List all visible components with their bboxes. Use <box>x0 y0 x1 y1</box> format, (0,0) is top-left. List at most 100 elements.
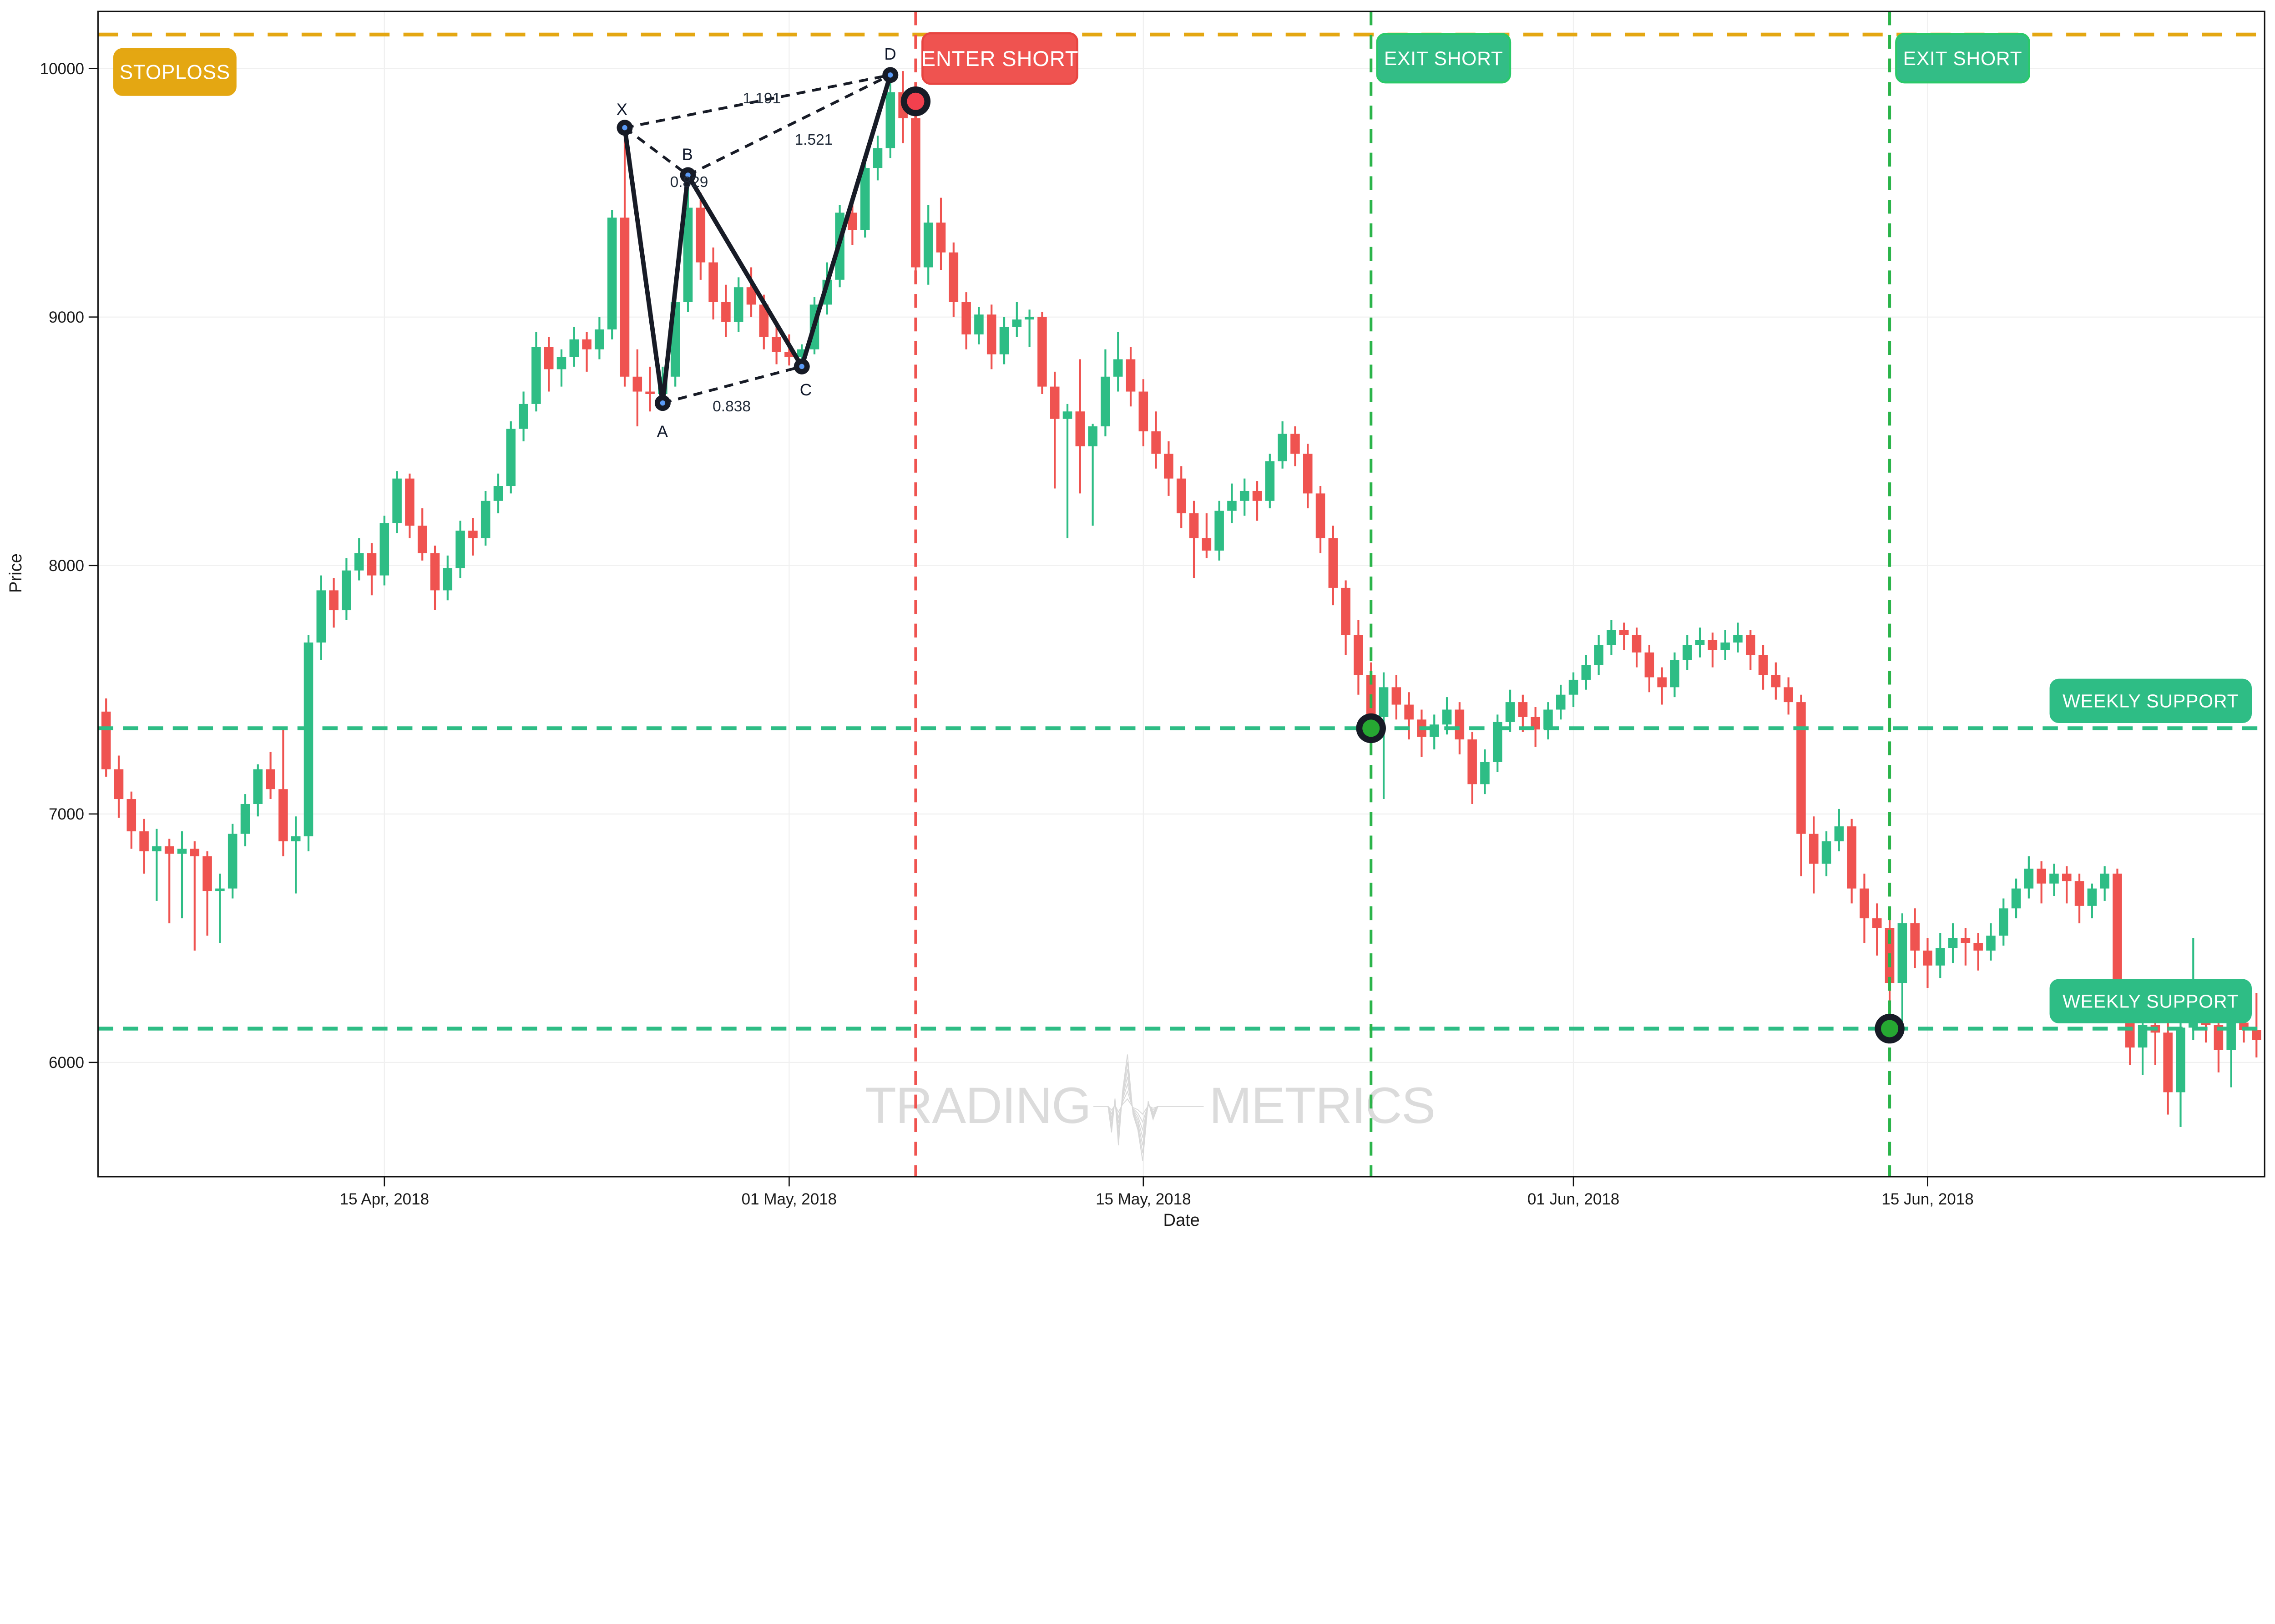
candle-body <box>721 302 731 322</box>
candle-body <box>708 262 718 302</box>
candle <box>367 543 377 596</box>
candle-body <box>1126 359 1136 392</box>
watermark-pulse-logo <box>1093 1090 1204 1123</box>
candle-body <box>2037 868 2046 884</box>
candle <box>1632 627 1642 668</box>
candle-body <box>1784 687 1793 703</box>
candle <box>1619 622 1629 650</box>
candle <box>240 794 250 846</box>
candle <box>1429 714 1439 749</box>
candle-body <box>1670 660 1679 688</box>
exit-short-label-2-box <box>1895 33 2030 84</box>
candle <box>544 337 554 392</box>
pattern-solid-path <box>622 72 893 405</box>
candle-body <box>1771 675 1781 688</box>
trade-markers <box>900 86 1905 1044</box>
pattern-letter-D: D <box>884 45 896 63</box>
candle <box>1670 652 1679 698</box>
candle-body <box>683 207 693 302</box>
candle <box>1860 873 1869 943</box>
candle-body <box>999 327 1009 354</box>
candle-body <box>114 769 124 799</box>
candle <box>316 575 326 660</box>
pattern-point-dot <box>622 125 627 131</box>
candle <box>1935 933 1945 978</box>
candle <box>1189 501 1199 578</box>
candle-body <box>1632 635 1642 653</box>
candle-body <box>1543 709 1553 730</box>
pattern-ratio-0.838: 0.838 <box>713 398 751 415</box>
candle <box>126 791 136 849</box>
candle-body <box>379 523 389 576</box>
candle-body <box>1265 461 1275 501</box>
plot-border <box>97 10 2265 1178</box>
candle <box>1923 938 1932 988</box>
candle <box>1758 645 1768 690</box>
candle-body <box>961 302 971 334</box>
candle <box>342 558 351 620</box>
candle <box>1796 694 1806 876</box>
candle-body <box>1062 411 1072 419</box>
candle-body <box>1303 454 1313 494</box>
candle-body <box>544 347 554 369</box>
candle-body <box>1594 645 1603 665</box>
candle-body <box>1492 722 1502 762</box>
candle <box>1872 903 1882 956</box>
candle-body <box>1872 918 1882 928</box>
candle <box>379 516 389 586</box>
candle-body <box>974 314 984 334</box>
candle-body <box>2176 1027 2185 1093</box>
candle <box>784 334 794 366</box>
candle-body <box>1657 677 1667 688</box>
x-tick-label: 01 Jun, 2018 <box>1527 1190 1619 1208</box>
candle <box>1303 444 1313 509</box>
candle-body <box>1202 538 1212 551</box>
candle <box>177 831 187 919</box>
y-tick-label: 7000 <box>49 805 84 823</box>
candle-body <box>1012 319 1022 327</box>
candle <box>1607 620 1616 655</box>
candle-body <box>1708 640 1718 650</box>
candle <box>101 698 111 777</box>
candle <box>303 635 313 851</box>
candle <box>417 508 427 561</box>
candle <box>683 175 693 312</box>
candle <box>1025 309 1034 347</box>
candle-body <box>759 304 769 337</box>
candle-body <box>1644 652 1654 678</box>
watermark-left-text: TRADING <box>865 1077 1091 1134</box>
candle-body <box>848 212 857 230</box>
candle <box>1644 645 1654 693</box>
candle-body <box>2163 1032 2173 1093</box>
candle <box>1581 655 1591 690</box>
candle <box>1986 923 1996 961</box>
candle-body <box>329 590 339 611</box>
pattern-point-dot <box>685 172 691 178</box>
candle-body <box>1581 665 1591 680</box>
candle <box>595 317 604 359</box>
candle <box>1138 379 1148 446</box>
candle-body <box>772 337 781 352</box>
exit-short-label-1-text: EXIT SHORT <box>1384 48 1503 70</box>
candle-body <box>1998 908 2008 936</box>
candle <box>1998 898 2008 946</box>
candle <box>1252 481 1262 521</box>
pattern-ratio-1.521: 1.521 <box>795 132 833 148</box>
candle <box>405 473 415 538</box>
candle <box>772 322 781 364</box>
candle-body <box>1050 386 1060 419</box>
candle-body <box>266 769 275 789</box>
enter-short-label-box <box>921 32 1078 85</box>
candle <box>1037 312 1047 394</box>
candle <box>1821 831 1831 876</box>
candle-body <box>126 799 136 832</box>
candle <box>1391 675 1401 720</box>
pattern-dashed-line <box>662 365 802 405</box>
exit-short-label-1-box <box>1376 33 1512 84</box>
candle <box>2252 992 2261 1057</box>
candle-body <box>177 849 187 854</box>
candle <box>1050 371 1060 489</box>
candle-body <box>746 287 756 305</box>
candle-body <box>1847 826 1856 889</box>
candle-body <box>1239 491 1249 501</box>
